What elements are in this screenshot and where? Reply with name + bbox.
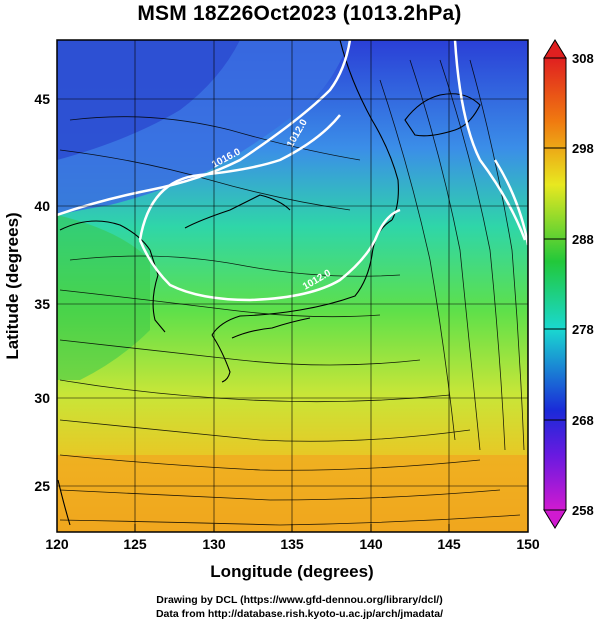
colorbar-body bbox=[543, 57, 567, 511]
credit-data: Data from http://database.rish.kyoto-u.a… bbox=[155, 608, 444, 620]
colorbar-tick-label: 308 bbox=[572, 51, 594, 66]
x-tick-marks bbox=[56, 524, 529, 532]
colorbar-min-arrow bbox=[543, 509, 567, 529]
credit-drawing: Drawing by DCL (https://www.gfd-dennou.o… bbox=[156, 594, 443, 606]
colorbar: 258 268 278 288 298 308 bbox=[543, 39, 594, 529]
colorbar-max-arrow bbox=[543, 39, 567, 59]
temperature-field bbox=[57, 40, 528, 532]
y-tick-label: 35 bbox=[34, 296, 50, 312]
isobars bbox=[57, 40, 528, 302]
y-tick-label: 45 bbox=[34, 91, 50, 107]
x-tick-label: 140 bbox=[359, 536, 383, 552]
x-tick-label: 120 bbox=[45, 536, 69, 552]
colorbar-labels: 258 268 278 288 298 308 bbox=[572, 51, 594, 518]
y-tick-label: 30 bbox=[34, 390, 50, 406]
y-tick-label: 40 bbox=[34, 198, 50, 214]
colorbar-tick-label: 278 bbox=[572, 322, 594, 337]
x-tick-label: 150 bbox=[516, 536, 540, 552]
x-tick-labels: 120 125 130 135 140 145 150 bbox=[45, 536, 540, 552]
grid bbox=[57, 40, 528, 532]
colorbar-tick-label: 288 bbox=[572, 232, 594, 247]
x-tick-label: 135 bbox=[280, 536, 304, 552]
map-title: MSM 18Z26Oct2023 (1013.2hPa) bbox=[137, 2, 462, 25]
x-tick-label: 145 bbox=[437, 536, 461, 552]
y-axis-label: Latitude (degrees) bbox=[3, 212, 22, 359]
colorbar-tick-label: 258 bbox=[572, 503, 594, 518]
y-tick-labels: 25 30 35 40 45 bbox=[34, 91, 50, 494]
x-tick-label: 130 bbox=[202, 536, 226, 552]
colorbar-tick-label: 298 bbox=[572, 141, 594, 156]
x-axis-label: Longitude (degrees) bbox=[210, 562, 373, 581]
wind-streamlines bbox=[59, 59, 525, 526]
x-tick-label: 125 bbox=[123, 536, 147, 552]
y-tick-label: 25 bbox=[34, 478, 50, 494]
colorbar-tick-label: 268 bbox=[572, 413, 594, 428]
